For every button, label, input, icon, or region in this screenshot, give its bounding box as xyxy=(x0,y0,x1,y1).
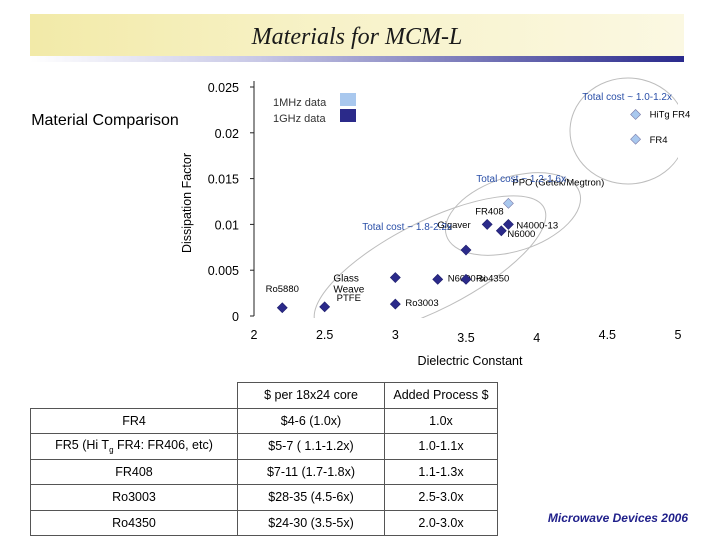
table-row: Ro3003 $28-35 (4.5-6x) 2.5-3.0x xyxy=(30,484,498,511)
slide-title: Materials for MCM-L xyxy=(251,24,463,50)
point-label: Gigaver xyxy=(437,220,470,231)
data-point xyxy=(432,273,444,285)
process-cost: 1.0x xyxy=(384,407,498,434)
axes xyxy=(250,81,255,317)
material-name: Ro4350 xyxy=(30,509,238,536)
material-name: Ro3003 xyxy=(30,484,238,511)
data-point xyxy=(630,109,642,120)
material-name: FR408 xyxy=(30,458,238,485)
ellipse-low-cost xyxy=(313,195,547,318)
table-header-cell: Added Process $ xyxy=(384,382,498,409)
process-cost: 2.5-3.0x xyxy=(384,484,498,511)
core-cost: $5-7 ( 1.1-1.2x) xyxy=(237,433,385,460)
point-label: Glass xyxy=(333,274,359,285)
cost-ellipses xyxy=(313,77,678,318)
title-rule xyxy=(30,56,684,62)
core-cost: $24-30 (3.5-5x) xyxy=(237,509,385,536)
point-label: Weave xyxy=(333,285,364,296)
x-tick-label: 2.5 xyxy=(316,328,333,342)
data-point xyxy=(481,218,493,230)
cost-table: $ per 18x24 core Added Process $ FR4 $4-… xyxy=(30,382,498,536)
table-row: FR5 (Hi Tg FR4: FR406, etc) $5-7 ( 1.1-1… xyxy=(30,433,498,460)
point-label: Ro3003 xyxy=(405,298,438,309)
data-point xyxy=(495,225,507,237)
core-cost: $7-11 (1.7-1.8x) xyxy=(237,458,385,485)
annotations: Total cost ~ 1.0-1.2x Total cost ~ 1.2-1.… xyxy=(362,92,672,233)
core-cost: $4-6 (1.0x) xyxy=(237,407,385,434)
core-cost: $28-35 (4.5-6x) xyxy=(237,484,385,511)
point-label: PPO (Getek/Megtron) xyxy=(512,177,604,188)
title-band: Materials for MCM-L xyxy=(30,14,684,56)
table-row: FR4 $4-6 (1.0x) 1.0x xyxy=(30,407,498,434)
point-label: PTFE xyxy=(337,293,361,304)
y-axis-label: Dissipation Factor xyxy=(180,153,194,253)
data-point xyxy=(502,218,514,230)
x-tick-label: 4 xyxy=(533,331,540,345)
legend-swatch-1mhz xyxy=(340,93,356,106)
table-header-cell xyxy=(31,383,238,409)
legend-swatch-1ghz xyxy=(340,109,356,122)
ellipse-mid-cost xyxy=(444,172,582,256)
point-label: N6000 xyxy=(507,229,535,240)
y-tick-label: 0.025 xyxy=(208,81,239,95)
y-tick-label: 0.01 xyxy=(215,218,239,232)
y-tick-label: 0.005 xyxy=(208,264,239,278)
cost-annotation: Total cost ~ 1.8-2.2x xyxy=(362,222,452,233)
credit-label: Microwave Devices 2006 xyxy=(547,511,688,525)
legend-label: 1MHz data xyxy=(273,97,327,109)
tick-labels: 0 0.005 0.01 0.015 0.02 0.025 2 2.5 3 3.5 4 4.5 5 Die… xyxy=(180,81,682,368)
x-tick-label: 3 xyxy=(392,328,399,342)
point-label: N4000-13 xyxy=(516,220,558,231)
point-label: FR408 xyxy=(475,206,504,217)
data-point xyxy=(319,301,331,313)
x-tick-label: 3.5 xyxy=(457,331,474,345)
table-header-row: $ per 18x24 core Added Process $ xyxy=(31,382,498,409)
material-name: FR5 (Hi Tg FR4: FR406, etc) xyxy=(30,433,238,460)
cost-annotation: Total cost ~ 1.0-1.2x xyxy=(582,92,672,103)
process-cost: 1.0-1.1x xyxy=(384,433,498,460)
data-point xyxy=(460,244,472,256)
x-tick-label: 5 xyxy=(675,328,682,342)
ellipse-layer xyxy=(313,77,678,318)
point-label: Ro5880 xyxy=(266,284,299,295)
data-points: HiTg FR4 FR4 PPO (Getek/Megtron) Ro5880 PTFE… xyxy=(266,109,691,314)
y-tick-label: 0 xyxy=(232,310,239,324)
data-point xyxy=(389,298,401,310)
point-label: HiTg FR4 xyxy=(650,109,691,120)
y-tick-label: 0.015 xyxy=(208,173,239,187)
table-row: FR408 $7-11 (1.7-1.8x) 1.1-1.3x xyxy=(30,458,498,485)
y-tick-label: 0.02 xyxy=(215,127,239,141)
x-axis-label: Dielectric Constant xyxy=(418,354,523,368)
material-name: FR4 xyxy=(30,407,238,434)
table-row: Ro4350 $24-30 (3.5-5x) 2.0-3.0x xyxy=(30,509,498,536)
process-cost: 2.0-3.0x xyxy=(384,509,498,536)
x-tick-label: 4.5 xyxy=(599,328,616,342)
ellipse-high-cost xyxy=(569,77,678,185)
data-point xyxy=(460,273,472,285)
process-cost: 1.1-1.3x xyxy=(384,458,498,485)
x-tick-label: 2 xyxy=(251,328,258,342)
point-label: Ro4350 xyxy=(476,273,509,284)
data-point xyxy=(389,272,401,283)
side-label: Material Comparison xyxy=(31,112,179,129)
data-point xyxy=(502,197,514,209)
legend: 1MHz data 1GHz data xyxy=(273,93,356,125)
data-point xyxy=(276,302,288,314)
data-point xyxy=(630,133,642,145)
legend-label: 1GHz data xyxy=(273,113,326,125)
cost-annotation: Total cost ~ 1.2-1.6x xyxy=(476,174,566,185)
point-label: FR4 xyxy=(650,135,668,146)
table-header-cell: $ per 18x24 core xyxy=(237,382,385,409)
